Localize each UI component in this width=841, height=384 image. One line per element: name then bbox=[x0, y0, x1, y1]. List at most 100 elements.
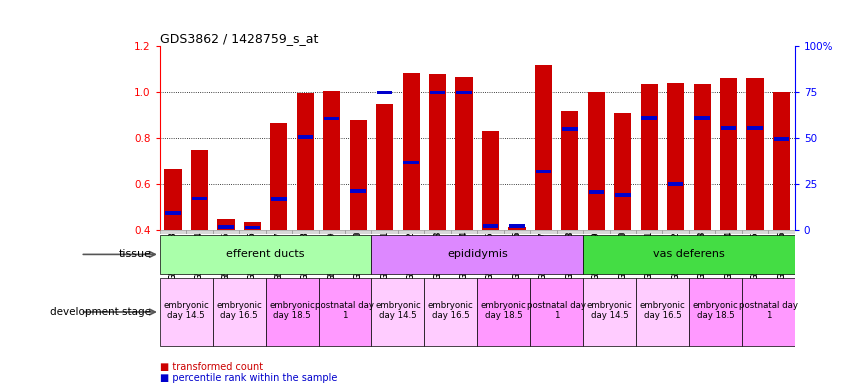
Bar bbox=[425, 230, 451, 234]
Text: GSM560935: GSM560935 bbox=[486, 231, 495, 280]
Bar bbox=[165, 169, 182, 230]
Bar bbox=[270, 123, 288, 230]
Bar bbox=[747, 78, 764, 230]
Bar bbox=[557, 230, 583, 234]
Bar bbox=[191, 150, 208, 230]
Text: GSM560936: GSM560936 bbox=[512, 231, 521, 280]
Text: epididymis: epididymis bbox=[447, 248, 508, 258]
Bar bbox=[298, 135, 313, 139]
Bar bbox=[509, 224, 525, 228]
Bar bbox=[483, 224, 498, 228]
Text: GSM560934: GSM560934 bbox=[459, 231, 468, 280]
Bar bbox=[583, 235, 795, 274]
Bar bbox=[748, 126, 763, 130]
Text: efferent ducts: efferent ducts bbox=[226, 248, 305, 258]
Bar bbox=[239, 230, 266, 234]
Bar bbox=[477, 278, 530, 346]
Bar bbox=[667, 83, 685, 230]
Bar bbox=[350, 120, 367, 230]
Bar bbox=[319, 230, 345, 234]
Bar bbox=[721, 126, 737, 130]
Text: GSM560928: GSM560928 bbox=[301, 231, 309, 280]
Bar bbox=[636, 278, 689, 346]
Bar bbox=[292, 230, 319, 234]
Bar bbox=[583, 230, 610, 234]
Bar bbox=[615, 193, 631, 197]
Text: postnatal day
1: postnatal day 1 bbox=[315, 301, 374, 320]
Bar bbox=[535, 65, 552, 230]
Text: postnatal day
1: postnatal day 1 bbox=[738, 301, 798, 320]
Bar bbox=[530, 278, 583, 346]
Text: embryonic
day 18.5: embryonic day 18.5 bbox=[481, 301, 526, 320]
Bar bbox=[398, 230, 425, 234]
Bar bbox=[372, 278, 425, 346]
Bar bbox=[610, 230, 636, 234]
Text: development stage: development stage bbox=[50, 307, 151, 317]
Bar bbox=[451, 230, 477, 234]
Bar bbox=[351, 189, 366, 193]
Bar bbox=[774, 137, 789, 141]
Bar bbox=[244, 222, 261, 230]
Text: GSM560926: GSM560926 bbox=[248, 231, 257, 280]
Text: ■ percentile rank within the sample: ■ percentile rank within the sample bbox=[160, 373, 337, 383]
Text: GSM560940: GSM560940 bbox=[618, 231, 627, 280]
Bar bbox=[430, 91, 446, 94]
Bar bbox=[266, 230, 292, 234]
Text: embryonic
day 18.5: embryonic day 18.5 bbox=[692, 301, 738, 320]
Bar bbox=[425, 278, 477, 346]
Text: embryonic
day 14.5: embryonic day 14.5 bbox=[163, 301, 209, 320]
Bar bbox=[457, 91, 472, 94]
Bar bbox=[742, 230, 769, 234]
Text: GDS3862 / 1428759_s_at: GDS3862 / 1428759_s_at bbox=[160, 32, 318, 45]
Bar bbox=[271, 197, 287, 201]
Bar bbox=[166, 211, 181, 215]
Bar bbox=[186, 230, 213, 234]
Text: embryonic
day 14.5: embryonic day 14.5 bbox=[587, 301, 632, 320]
Bar bbox=[720, 78, 738, 230]
Bar bbox=[589, 190, 604, 194]
Text: GSM560930: GSM560930 bbox=[354, 231, 362, 280]
Bar bbox=[160, 235, 372, 274]
Bar bbox=[769, 230, 795, 234]
Text: GSM560923: GSM560923 bbox=[168, 231, 177, 280]
Bar bbox=[508, 227, 526, 230]
Bar bbox=[482, 131, 499, 230]
Bar bbox=[429, 74, 447, 230]
Text: GSM560932: GSM560932 bbox=[407, 231, 415, 280]
Bar bbox=[213, 230, 239, 234]
Bar bbox=[689, 230, 716, 234]
Text: ■ transformed count: ■ transformed count bbox=[160, 362, 263, 372]
Bar bbox=[217, 219, 235, 230]
Bar bbox=[689, 278, 742, 346]
Text: tissue: tissue bbox=[119, 249, 151, 260]
Text: embryonic
day 18.5: embryonic day 18.5 bbox=[269, 301, 315, 320]
Bar bbox=[694, 84, 711, 230]
Text: embryonic
day 16.5: embryonic day 16.5 bbox=[640, 301, 685, 320]
Bar bbox=[323, 91, 341, 230]
Text: GSM560933: GSM560933 bbox=[433, 231, 442, 280]
Text: GSM560924: GSM560924 bbox=[195, 231, 204, 280]
Bar bbox=[160, 278, 213, 346]
Text: GSM560931: GSM560931 bbox=[380, 231, 389, 280]
Bar bbox=[160, 230, 186, 234]
Bar bbox=[372, 230, 398, 234]
Text: GSM560946: GSM560946 bbox=[777, 231, 786, 280]
Bar bbox=[636, 230, 663, 234]
Bar bbox=[695, 116, 710, 120]
Bar bbox=[213, 278, 266, 346]
Bar bbox=[642, 116, 657, 120]
Bar bbox=[345, 230, 372, 234]
Bar bbox=[192, 197, 207, 200]
Bar bbox=[504, 230, 530, 234]
Text: postnatal day
1: postnatal day 1 bbox=[527, 301, 586, 320]
Bar bbox=[561, 111, 579, 230]
Text: embryonic
day 14.5: embryonic day 14.5 bbox=[375, 301, 420, 320]
Text: GSM560927: GSM560927 bbox=[274, 231, 283, 280]
Bar bbox=[614, 113, 632, 230]
Bar bbox=[266, 278, 319, 346]
Bar bbox=[403, 73, 420, 230]
Bar bbox=[583, 278, 636, 346]
Text: GSM560937: GSM560937 bbox=[539, 231, 547, 280]
Bar bbox=[245, 226, 260, 230]
Text: GSM560939: GSM560939 bbox=[592, 231, 600, 280]
